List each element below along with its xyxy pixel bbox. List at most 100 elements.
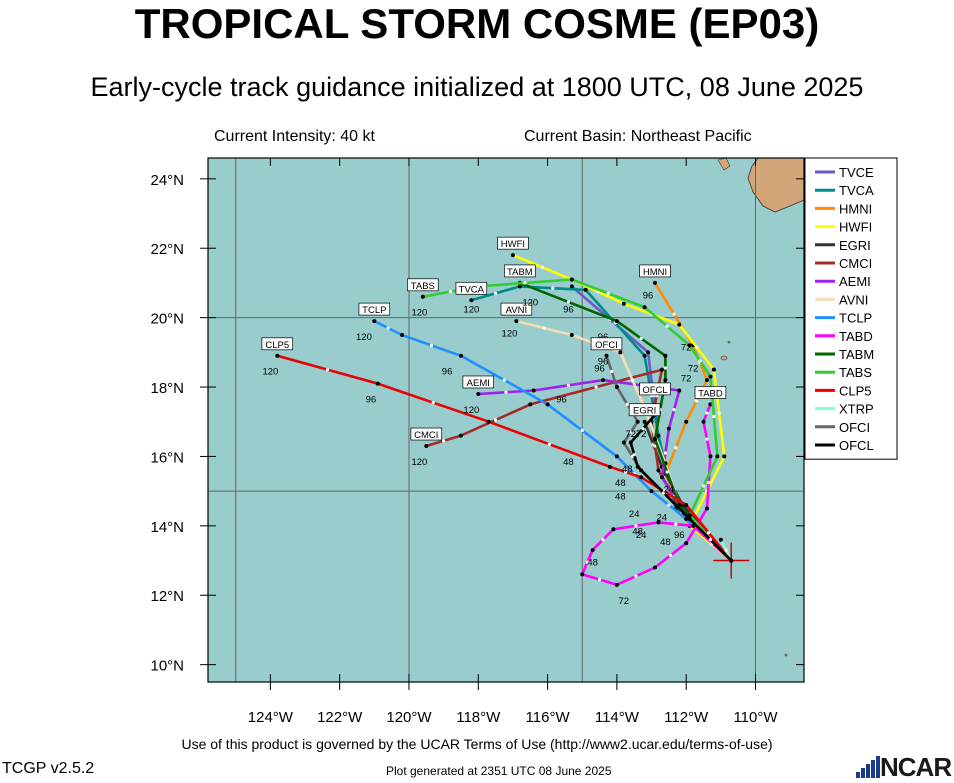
track-marker	[523, 281, 527, 285]
track-tag-box	[455, 281, 488, 295]
track-tag-box	[639, 382, 671, 396]
forecast-point	[663, 353, 668, 358]
forecast-point	[611, 527, 616, 532]
ncar-logo-text: NCAR	[880, 752, 952, 782]
forecast-point	[715, 454, 720, 459]
track-marker	[707, 480, 711, 485]
track-marker	[601, 538, 605, 542]
legend-label: TVCA	[839, 183, 874, 198]
track-marker	[667, 503, 671, 507]
hour-label: 120	[262, 367, 278, 378]
lon-tick-label: 112°W	[664, 709, 709, 726]
track-marker	[606, 291, 610, 295]
hour-label: 120	[463, 304, 479, 315]
forecast-point	[604, 353, 609, 358]
track-tag-box	[462, 375, 495, 389]
track-marker	[325, 368, 330, 372]
forecast-point	[722, 454, 727, 459]
track-marker	[429, 343, 434, 347]
forecast-point	[400, 332, 405, 337]
track-marker	[580, 428, 584, 433]
forecast-point	[517, 284, 522, 289]
forecast-point	[687, 516, 692, 521]
track-marker	[708, 538, 713, 542]
forecast-point	[486, 419, 491, 424]
hour-label: 96	[674, 530, 685, 541]
forecast-point	[711, 367, 716, 372]
track-tag-box	[410, 427, 443, 441]
track-marker	[705, 411, 709, 415]
forecast-point	[708, 374, 713, 379]
version-label: TCGP v2.5.2	[2, 760, 95, 777]
forecast-point	[653, 437, 657, 442]
forecast-point	[656, 520, 661, 525]
ncar-logo-icon	[856, 756, 880, 778]
forecast-point	[528, 402, 533, 407]
hour-label: 96	[556, 395, 567, 406]
page-subtitle: Early-cycle track guidance initialized a…	[90, 72, 864, 102]
forecast-point	[590, 548, 595, 553]
forecast-point	[704, 378, 709, 383]
track-tag: AEMI	[467, 378, 490, 389]
track-tag-box	[261, 337, 294, 351]
current-intensity: Current Intensity: 40 kt	[214, 128, 375, 145]
forecast-point	[635, 419, 640, 424]
track-tag: TABM	[507, 267, 533, 278]
legend-label: OFCL	[839, 438, 874, 453]
track-marker	[663, 366, 667, 370]
forecast-point	[684, 503, 689, 508]
track-marker	[629, 430, 633, 434]
forecast-point	[375, 381, 380, 386]
track-marker	[597, 578, 602, 582]
track-marker	[504, 390, 508, 394]
forecast-point	[601, 378, 606, 383]
track-tag-box	[497, 236, 529, 250]
forecast-point	[649, 489, 654, 494]
track-marker	[386, 326, 390, 330]
hour-label: 72	[681, 374, 692, 385]
track-tag-box	[694, 386, 727, 399]
track-tag-box	[639, 264, 671, 278]
forecast-point	[653, 565, 657, 570]
forecast-point	[569, 277, 574, 282]
track-tag: TABS	[411, 281, 435, 292]
lat-tick-label: 20°N	[150, 311, 184, 328]
track-tag: TABD	[698, 388, 723, 399]
track-tag-box	[358, 302, 391, 316]
track-tag: EGRI	[633, 406, 656, 417]
track-marker	[594, 385, 598, 389]
track-marker	[448, 290, 453, 294]
forecast-point	[607, 464, 612, 469]
legend-label: CLP5	[839, 383, 872, 398]
forecast-point	[580, 572, 585, 577]
legend-label: AVNI	[839, 292, 868, 307]
track-marker	[694, 345, 699, 349]
legend-label: TVCE	[839, 165, 874, 180]
forecast-point	[677, 322, 682, 327]
hour-label: 72	[688, 363, 699, 374]
hour-label: 48	[622, 464, 633, 475]
lat-tick-label: 24°N	[150, 172, 184, 189]
track-marker	[547, 442, 551, 446]
hour-label: 48	[615, 492, 626, 503]
track-marker	[712, 414, 716, 419]
hour-label: 48	[587, 558, 598, 569]
forecast-point	[628, 440, 633, 445]
forecast-point	[531, 388, 536, 393]
forecast-point	[458, 433, 463, 438]
hour-label: 120	[356, 332, 372, 343]
track-tag-box	[590, 337, 623, 351]
island	[727, 340, 731, 344]
map-frame	[207, 157, 805, 683]
track-marker	[674, 446, 678, 450]
track-marker	[630, 378, 635, 382]
track-marker	[662, 491, 666, 495]
legend-label: EGRI	[839, 238, 871, 253]
lon-tick-label: 110°W	[733, 709, 778, 726]
forecast-point	[639, 475, 644, 480]
track-marker	[494, 291, 498, 295]
hour-label: 48	[632, 526, 643, 537]
forecast-point	[642, 305, 647, 310]
legend-label: HWFI	[839, 220, 872, 235]
forecast-point	[420, 294, 425, 299]
